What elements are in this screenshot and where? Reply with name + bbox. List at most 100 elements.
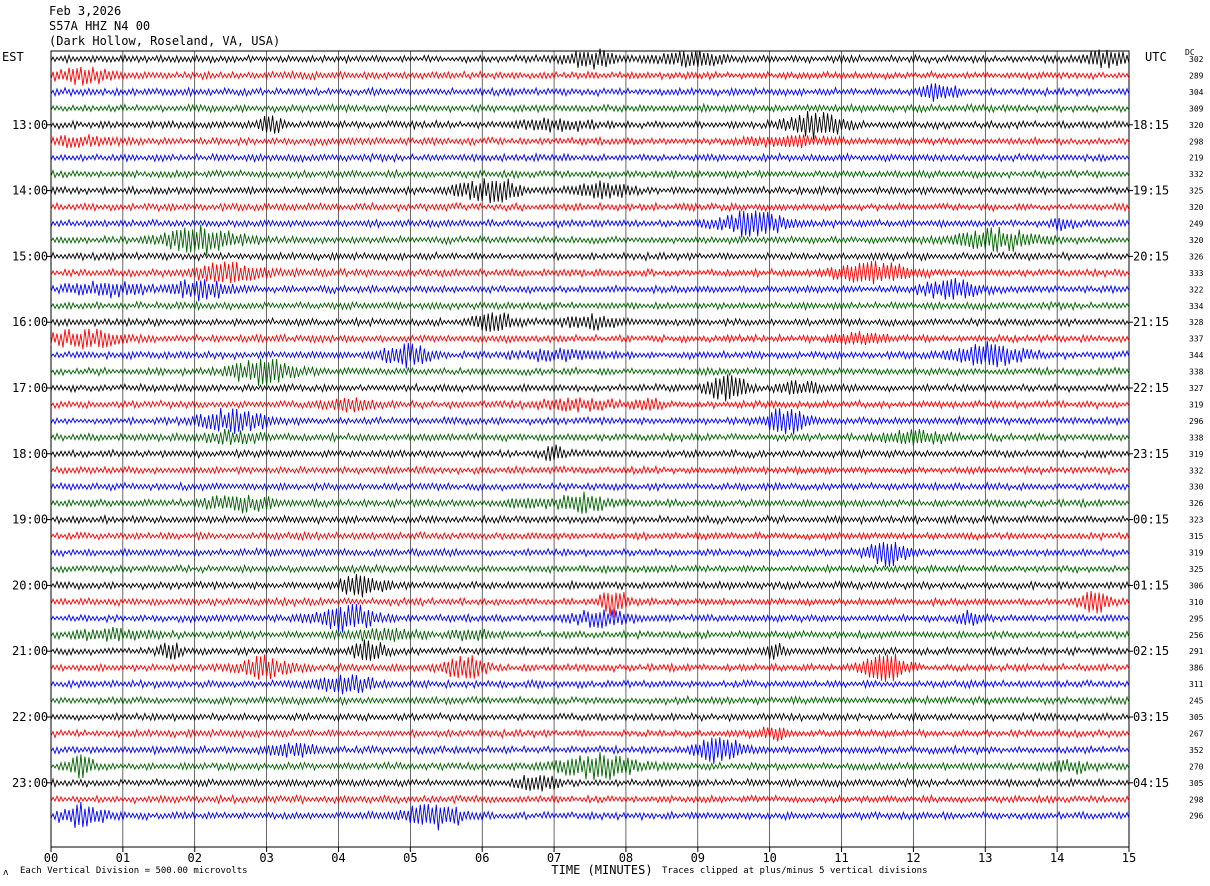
seismic-trace [50,151,1130,164]
trace-dc-value: 327 [1189,384,1204,393]
seismic-trace [50,168,1130,180]
seismic-trace [50,277,1130,302]
seismic-trace [50,328,1130,350]
seismic-trace [50,201,1130,213]
seismic-trace [50,358,1130,387]
trace-dc-value: 291 [1189,647,1204,656]
trace-dc-value: 328 [1189,318,1204,327]
seismic-trace [50,340,1130,369]
right-hour-label: 00:15 [1133,513,1169,527]
seismic-trace [50,464,1130,476]
seismic-trace [50,775,1130,792]
x-tick-label: 09 [691,851,705,865]
trace-dc-value: 323 [1189,516,1204,525]
trace-dc-value: 298 [1189,137,1204,146]
x-tick-label: 07 [547,851,561,865]
trace-dc-value: 332 [1189,170,1204,179]
seismic-trace [50,397,1130,413]
trace-dc-value: 326 [1189,499,1204,508]
right-hour-label: 19:15 [1133,184,1169,198]
dc-label: DC [1185,48,1195,57]
trace-dc-value: 298 [1189,795,1204,804]
seismic-trace [50,603,1130,633]
plot-frame [50,50,1130,848]
trace-dc-value: 320 [1189,236,1204,245]
seismic-trace [50,444,1130,462]
trace-dc-value: 289 [1189,71,1204,80]
left-hour-label: 13:00 [12,118,48,132]
header-station: S57A HHZ N4 00 [49,19,151,33]
x-tick-label: 10 [762,851,776,865]
x-tick-label: 11 [834,851,848,865]
trace-dc-value: 270 [1189,762,1204,771]
seismic-trace [50,491,1130,514]
x-tick-label: 01 [116,851,130,865]
trace-dc-value: 344 [1189,351,1204,360]
trace-dc-value: 338 [1189,433,1204,442]
seismic-trace [50,711,1130,723]
left-hour-label: 19:00 [12,513,48,527]
x-tick-label: 08 [619,851,633,865]
seismic-trace [50,694,1130,707]
x-tick-label: 00 [44,851,58,865]
trace-dc-value: 306 [1189,581,1204,590]
trace-dc-value: 332 [1189,466,1204,475]
seismic-trace [50,801,1130,831]
right-timezone-label: UTC [1145,50,1167,64]
left-hour-label: 22:00 [12,710,48,724]
seismic-trace [50,481,1130,493]
trace-dc-value: 311 [1189,680,1204,689]
seismic-trace [50,300,1130,312]
header-location: (Dark Hollow, Roseland, VA, USA) [49,34,281,48]
trace-dc-value: 334 [1189,302,1204,311]
seismic-trace [50,429,1130,447]
seismic-trace [50,83,1130,102]
trace-dc-value: 249 [1189,220,1204,229]
x-tick-label: 04 [331,851,345,865]
seismic-trace [50,639,1130,661]
trace-dc-value: 319 [1189,549,1204,558]
trace-dc-value: 315 [1189,532,1204,541]
trace-dc-value: 219 [1189,154,1204,163]
right-hour-label: 03:15 [1133,710,1169,724]
seismic-trace [50,737,1130,764]
trace-dc-value: 295 [1189,614,1204,623]
trace-dc-value: 309 [1189,104,1204,113]
seismic-trace [50,752,1130,781]
trace-dc-value: 304 [1189,88,1204,97]
trace-dc-value: 320 [1189,203,1204,212]
x-tick-label: 15 [1122,851,1136,865]
trace-dc-value: 302 [1189,55,1204,64]
trace-dc-value: 296 [1189,417,1204,426]
trace-dc-value: 325 [1189,565,1204,574]
seismic-trace [50,178,1130,204]
trace-dc-value: 267 [1189,729,1204,738]
trace-dc-value: 338 [1189,368,1204,377]
seismic-trace [50,407,1130,435]
seismic-trace [50,726,1130,742]
seismic-trace [50,513,1130,526]
x-tick-label: 13 [978,851,992,865]
seismic-trace [50,574,1130,598]
trace-dc-value: 245 [1189,697,1204,706]
left-timezone-label: EST [2,50,24,64]
trace-dc-value: 333 [1189,269,1204,278]
seismic-trace [50,653,1130,683]
seismic-trace [50,530,1130,542]
x-axis-title: TIME (MINUTES) [551,863,652,877]
x-tick-label: 03 [259,851,273,865]
left-hour-label: 21:00 [12,644,48,658]
trace-dc-value: 326 [1189,252,1204,261]
seismic-trace [50,541,1130,567]
footer-scale: Each Vertical Division = 500.00 microvol… [20,866,248,876]
seismic-trace [50,250,1130,262]
trace-dc-value: 325 [1189,187,1204,196]
right-hour-label: 18:15 [1133,118,1169,132]
seismic-trace [50,210,1130,238]
seismic-trace [50,260,1130,285]
left-hour-label: 23:00 [12,776,48,790]
seismic-trace [50,312,1130,332]
trace-dc-value: 337 [1189,335,1204,344]
trace-dc-value: 296 [1189,812,1204,821]
